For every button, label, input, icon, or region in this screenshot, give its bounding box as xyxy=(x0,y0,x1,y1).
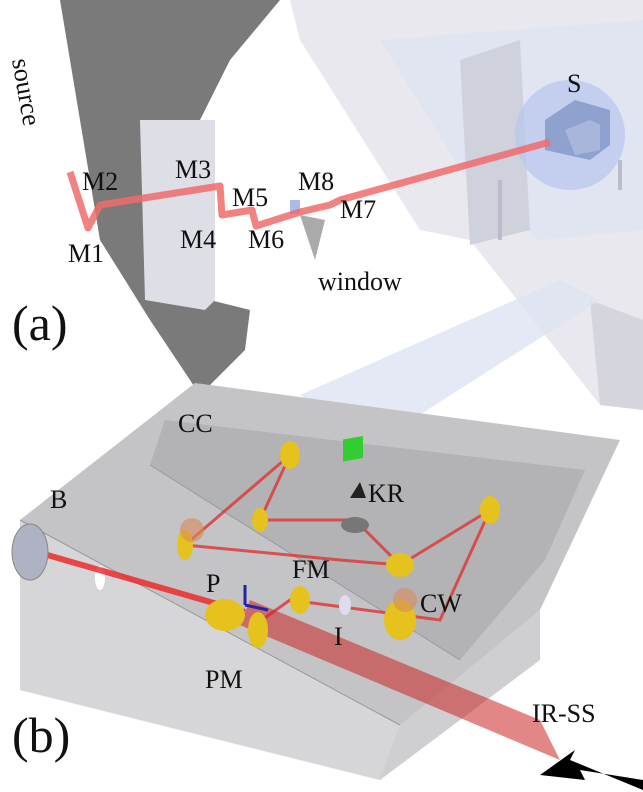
label: P xyxy=(206,569,220,598)
label: M2 xyxy=(82,167,118,196)
label: KR xyxy=(368,479,405,508)
label: S xyxy=(567,69,581,98)
label: FM xyxy=(292,555,330,584)
label: IR-SS xyxy=(532,699,596,728)
label: source xyxy=(6,56,46,128)
label: window xyxy=(318,267,402,296)
panel-label: (a) xyxy=(12,295,68,351)
label: M3 xyxy=(175,155,211,184)
label: PM xyxy=(205,665,243,694)
label: CW xyxy=(420,589,462,618)
figure: source M1 M2 M3 M4 M5 M6 M7 M8 window S … xyxy=(0,0,643,792)
label: M6 xyxy=(248,225,284,254)
panel-label: (b) xyxy=(12,707,70,763)
label: M5 xyxy=(232,183,268,212)
label: M7 xyxy=(340,195,376,224)
label: B xyxy=(50,485,67,514)
label: M8 xyxy=(298,167,334,196)
label: I xyxy=(334,622,343,651)
label: M4 xyxy=(180,225,216,254)
label: CC xyxy=(178,409,213,438)
label: M1 xyxy=(68,239,104,268)
